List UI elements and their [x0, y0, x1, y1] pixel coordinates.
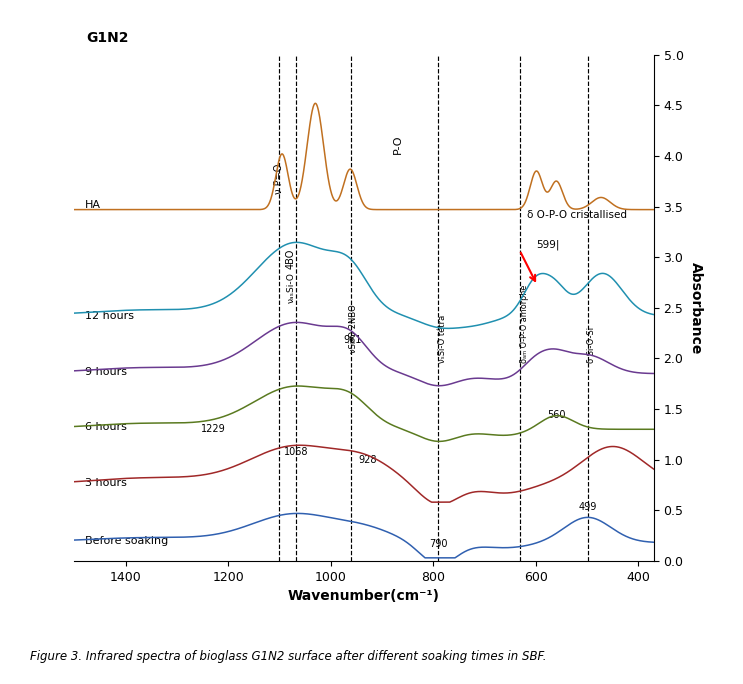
Text: G1N2: G1N2	[86, 31, 129, 44]
Text: P-O: P-O	[392, 134, 403, 153]
Text: 12 hours: 12 hours	[85, 311, 134, 321]
Text: νSi-O 2NBO: νSi-O 2NBO	[349, 304, 358, 354]
Text: 3 hours: 3 hours	[85, 478, 126, 488]
Text: Figure 3. Infrared spectra of bioglass G1N2 surface after different soaking time: Figure 3. Infrared spectra of bioglass G…	[30, 650, 546, 663]
Text: 790: 790	[429, 539, 448, 549]
Y-axis label: Absorbance: Absorbance	[689, 261, 703, 354]
Text: 4BO: 4BO	[286, 249, 296, 269]
Text: ν P=O: ν P=O	[274, 164, 285, 194]
X-axis label: Wavenumber(cm⁻¹): Wavenumber(cm⁻¹)	[288, 589, 440, 603]
Text: Before soaking: Before soaking	[85, 536, 168, 546]
Text: δ Si-O-Si: δ Si-O-Si	[587, 328, 597, 363]
Text: νₐₛSi-O: νₐₛSi-O	[286, 272, 295, 303]
Text: 499: 499	[579, 502, 597, 512]
Text: νₛSi-O tétra: νₛSi-O tétra	[438, 315, 447, 363]
Text: 961: 961	[343, 335, 362, 345]
Text: 599|: 599|	[536, 240, 559, 250]
Text: HA: HA	[85, 200, 100, 209]
Text: δₐₘ O-P-O amorphe: δₐₘ O-P-O amorphe	[520, 285, 529, 363]
Text: 928: 928	[358, 455, 377, 464]
Text: 6 hours: 6 hours	[85, 422, 126, 432]
Text: 560: 560	[547, 410, 565, 420]
Text: 1068: 1068	[284, 447, 308, 456]
Text: 1229: 1229	[201, 424, 226, 434]
Text: 9 hours: 9 hours	[85, 367, 126, 377]
Text: δ O-P-O cristallised: δ O-P-O cristallised	[527, 210, 626, 220]
